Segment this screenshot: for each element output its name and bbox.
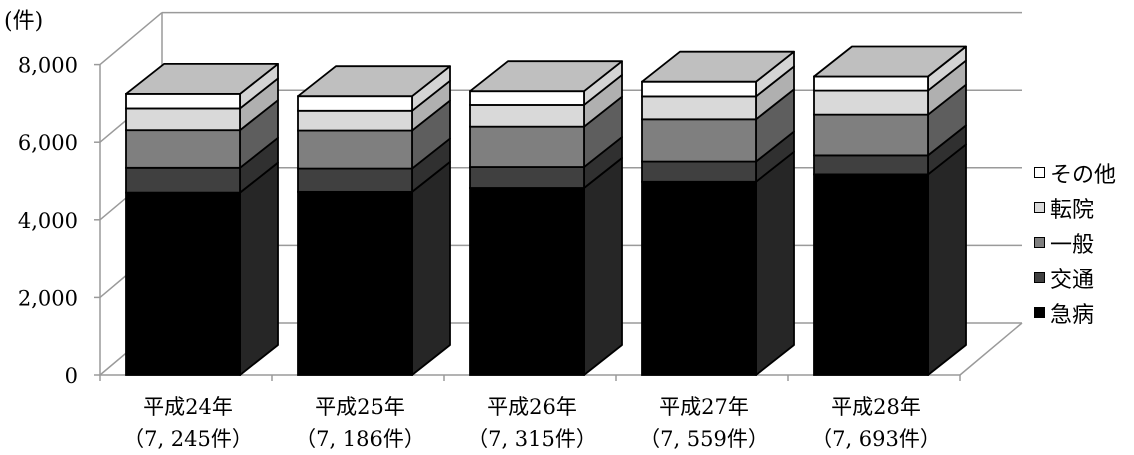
bar-side-急病 [583, 157, 623, 376]
x-tick-label: 平成27年 [659, 395, 749, 419]
bar-segment-一般 [125, 129, 241, 169]
x-total-label: （7, 559件） [639, 427, 769, 451]
bar-segment-転院 [813, 89, 929, 116]
bar-segment-その他 [297, 95, 413, 112]
bar-segment-一般 [813, 113, 929, 157]
bar-segment-転院 [125, 107, 241, 132]
bar-segment-急病 [125, 191, 241, 376]
bar-side-急病 [755, 150, 795, 376]
bar-top [297, 65, 451, 98]
x-tick-label: 平成26年 [487, 395, 577, 419]
bar-segment-交通 [641, 160, 757, 183]
legend-label: 交通 [1050, 267, 1095, 293]
legend-swatch [1034, 237, 1045, 248]
x-total-label: （7, 693件） [811, 427, 941, 451]
y-tick-label: 0 [65, 364, 78, 388]
x-total-label: （7, 315件） [467, 427, 597, 451]
bar-segment-交通 [125, 166, 241, 194]
bar-segment-その他 [469, 90, 585, 106]
y-tick-label: 4,000 [18, 209, 78, 233]
x-tick-label: 平成24年 [143, 395, 233, 419]
bar-segment-その他 [641, 80, 757, 98]
floor-right-edge [959, 322, 1023, 376]
legend-label: 急病 [1050, 302, 1095, 328]
legend: その他転院一般交通急病 [1034, 155, 1116, 330]
bar-top [469, 60, 623, 93]
legend-item: その他 [1034, 155, 1116, 190]
legend-swatch [1034, 202, 1045, 213]
legend-label: 転院 [1050, 197, 1095, 223]
bar-segment-交通 [297, 167, 413, 193]
bar-segment-交通 [813, 154, 929, 176]
y-tick-label: 6,000 [18, 131, 78, 155]
x-tick-label: 平成28年 [831, 395, 921, 419]
bar-segment-一般 [297, 129, 413, 170]
bar-segment-転院 [641, 95, 757, 121]
bar-segment-急病 [297, 190, 413, 376]
bar-side-急病 [239, 161, 279, 376]
x-tick-label: 平成25年 [315, 395, 405, 419]
bar-segment-一般 [469, 125, 585, 168]
legend-swatch [1034, 272, 1045, 283]
legend-label: その他 [1050, 162, 1117, 188]
bar-segment-その他 [813, 75, 929, 92]
legend-label: 一般 [1050, 232, 1095, 258]
y-tick-label: 8,000 [18, 54, 78, 78]
bar-segment-一般 [641, 118, 757, 163]
bar-segment-交通 [469, 166, 585, 189]
gridline-diagonal [99, 12, 163, 66]
legend-item: 転院 [1034, 190, 1116, 225]
bar-segment-急病 [469, 187, 585, 376]
bar-top [125, 62, 279, 95]
legend-swatch [1034, 307, 1045, 318]
y-tick-label: 2,000 [18, 286, 78, 310]
legend-item: 交通 [1034, 260, 1116, 295]
labels-group: 0 2,000 4,000 6,000 8,000 (件) 平成24年 （7, 245件） 平成… [4, 9, 941, 451]
x-total-label: （7, 186件） [295, 427, 425, 451]
bar-segment-転院 [297, 109, 413, 132]
bar-side-急病 [411, 160, 451, 376]
bar-segment-その他 [125, 92, 241, 110]
legend-item: 一般 [1034, 225, 1116, 260]
legend-item: 急病 [1034, 295, 1116, 330]
legend-swatch [1034, 167, 1045, 178]
bar-side-急病 [927, 143, 967, 376]
bar-top [813, 45, 967, 78]
bar-top [641, 50, 795, 83]
bar-segment-急病 [641, 180, 757, 376]
bar-segment-急病 [813, 173, 929, 376]
x-total-label: （7, 245件） [123, 427, 253, 451]
bar-segment-転院 [469, 104, 585, 128]
bars-group [125, 45, 967, 376]
y-unit-label: (件) [4, 9, 43, 34]
